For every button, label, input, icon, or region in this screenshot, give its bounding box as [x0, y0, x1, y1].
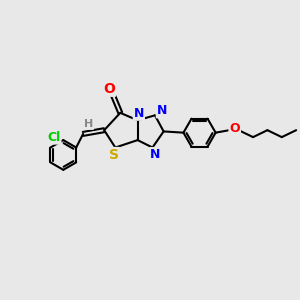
Text: O: O [103, 82, 115, 96]
Text: N: N [150, 148, 161, 161]
Text: O: O [230, 122, 240, 135]
Text: N: N [134, 107, 144, 120]
Text: N: N [157, 104, 167, 117]
Text: S: S [109, 148, 119, 162]
Text: H: H [84, 119, 93, 129]
Text: Cl: Cl [47, 130, 61, 144]
